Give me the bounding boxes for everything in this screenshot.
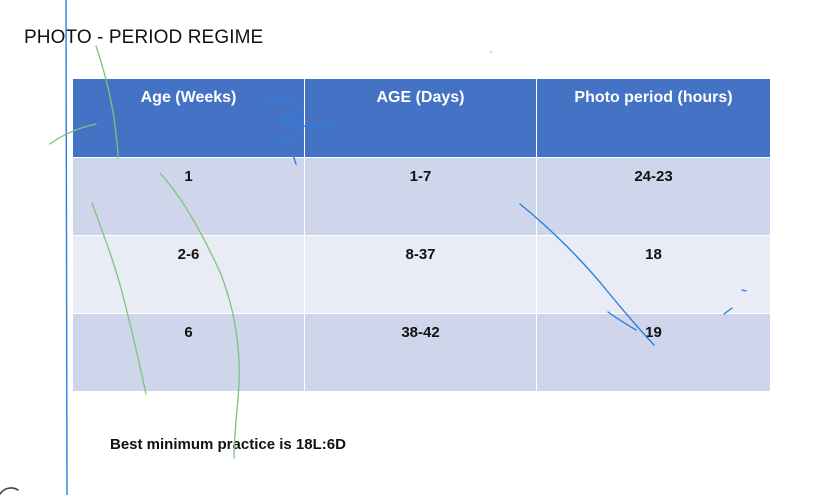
- cursor-edge: [0, 487, 19, 495]
- cell-age-weeks: 1: [72, 157, 305, 236]
- slide-title: PHOTO - PERIOD REGIME: [24, 27, 264, 48]
- cell-photo-period: 19: [536, 313, 771, 392]
- cell-age-weeks: 6: [72, 313, 305, 392]
- header-age-days: AGE (Days): [304, 78, 537, 158]
- cell-age-days: 1-7: [304, 157, 537, 236]
- table-header-row: Age (Weeks) AGE (Days) Photo period (hou…: [72, 78, 771, 158]
- cell-age-days: 38-42: [304, 313, 537, 392]
- header-age-weeks: Age (Weeks): [72, 78, 305, 158]
- cell-photo-period: 18: [536, 235, 771, 314]
- footnote-text: Best minimum practice is 18L:6D: [110, 436, 346, 453]
- table-row: 2-6 8-37 18: [72, 235, 771, 314]
- cell-age-days: 8-37: [304, 235, 537, 314]
- photo-period-table: Age (Weeks) AGE (Days) Photo period (hou…: [72, 78, 771, 392]
- cell-age-weeks: 2-6: [72, 235, 305, 314]
- header-photo-period: Photo period (hours): [536, 78, 771, 158]
- cell-photo-period: 24-23: [536, 157, 771, 236]
- table-row: 1 1-7 24-23: [72, 157, 771, 236]
- margin-line: [65, 0, 68, 495]
- table-row: 6 38-42 19: [72, 313, 771, 392]
- ink-dot: [490, 51, 492, 53]
